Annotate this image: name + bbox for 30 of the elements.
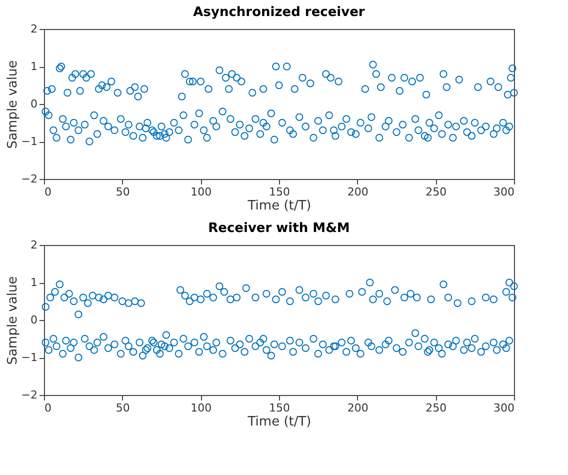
x-tick-label: 100 (190, 186, 212, 198)
x-tick-label: 150 (269, 186, 290, 198)
y-tick-label: −1 (21, 351, 38, 364)
y-axis-title: Sample value (5, 276, 20, 365)
x-tick-label: 200 (347, 402, 368, 414)
x-tick-label: 100 (190, 402, 212, 414)
x-tick-label: 200 (347, 186, 368, 198)
y-tick-label: −2 (21, 388, 38, 402)
y-axis-title: Sample value (5, 60, 20, 149)
y-tick-label: 1 (30, 60, 38, 73)
x-axis-title: Time (t/T) (246, 198, 312, 214)
chart-title: Receiver with M&M (208, 221, 350, 236)
y-tick-label: 2 (30, 238, 38, 252)
x-tick-label: 300 (494, 402, 514, 414)
y-tick-label: 0 (30, 314, 38, 326)
x-tick-label: 50 (116, 402, 130, 414)
y-tick-label: 0 (30, 98, 38, 110)
x-tick-label: 250 (426, 186, 447, 198)
x-tick-label: 250 (426, 402, 447, 414)
y-tick-label: 1 (30, 276, 38, 289)
x-tick-label: 300 (494, 186, 514, 198)
y-tick-label: 2 (30, 22, 38, 36)
x-tick-label: 0 (44, 186, 52, 198)
x-tick-label: 50 (116, 186, 130, 198)
y-tick-label: −2 (21, 172, 38, 186)
x-tick-label: 150 (269, 402, 290, 414)
y-tick-label: −1 (21, 135, 38, 148)
x-axis-title: Time (t/T) (246, 414, 312, 430)
x-tick-label: 0 (44, 402, 52, 414)
chart-title: Asynchronized receiver (193, 5, 366, 20)
